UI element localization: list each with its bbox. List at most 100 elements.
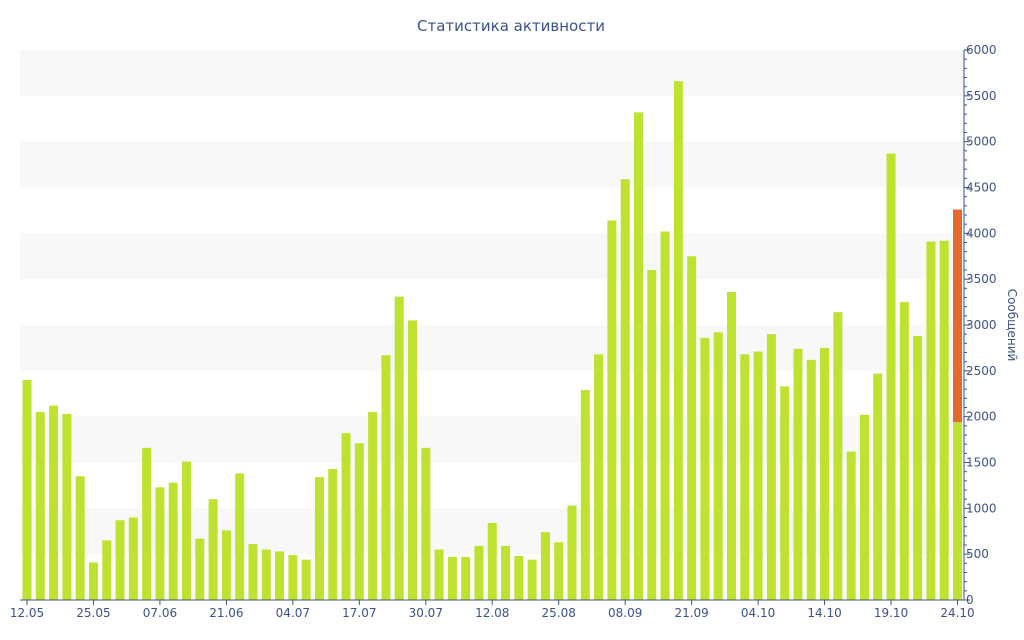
y-tick-label: 3000 (966, 318, 997, 332)
y-tick-label: 2000 (966, 410, 997, 424)
bar[interactable] (766, 334, 776, 600)
y-tick-label: 5000 (966, 135, 997, 149)
bar[interactable] (421, 447, 431, 600)
y-axis: 0 500 1000 1500 2000 2500 3000 3500 4000 4500 5000… (963, 43, 997, 607)
x-axis: 12.05 25.05 07.06 21.06 04.07 17.07 30.07 12.08… (10, 599, 975, 620)
bar[interactable] (527, 559, 537, 600)
bar[interactable] (953, 422, 962, 600)
bar[interactable] (793, 348, 803, 600)
bar[interactable] (673, 81, 683, 600)
bar[interactable] (647, 270, 657, 600)
bar[interactable] (820, 347, 830, 600)
bar[interactable] (474, 545, 484, 600)
bar[interactable] (501, 545, 511, 600)
bar[interactable] (301, 559, 311, 600)
bar[interactable] (115, 520, 125, 600)
bar[interactable] (461, 556, 471, 600)
x-tick-label: 12.08 (475, 606, 509, 620)
y-tick-label: 2500 (966, 364, 997, 378)
bar[interactable] (713, 332, 723, 600)
bar[interactable] (780, 386, 790, 600)
bar[interactable] (540, 532, 550, 600)
bar[interactable] (660, 231, 670, 601)
x-tick-label: 04.07 (276, 606, 310, 620)
y-axis-label: Сообщений (1005, 289, 1019, 362)
bar[interactable] (727, 292, 737, 600)
y-tick-label: 500 (966, 547, 989, 561)
bar[interactable] (142, 447, 152, 600)
y-tick-label: 0 (966, 593, 974, 607)
bar[interactable] (886, 153, 896, 601)
bar[interactable] (407, 320, 417, 600)
bar[interactable] (195, 538, 205, 600)
y-tick-label: 1000 (966, 501, 997, 515)
bar[interactable] (341, 433, 351, 600)
bar[interactable] (314, 477, 324, 600)
bar[interactable] (447, 556, 457, 600)
bar[interactable] (740, 354, 750, 600)
bar[interactable] (594, 354, 604, 600)
bar[interactable] (913, 336, 923, 600)
bar[interactable] (620, 179, 630, 600)
bar[interactable] (168, 482, 178, 600)
bar[interactable] (554, 542, 564, 600)
bar[interactable] (899, 302, 909, 600)
bar[interactable] (248, 544, 258, 600)
x-tick-label: 25.05 (76, 606, 110, 620)
bar[interactable] (128, 517, 138, 601)
grid-band (20, 141, 964, 188)
bar[interactable] (261, 549, 271, 600)
bar[interactable] (102, 540, 112, 600)
bar[interactable] (235, 473, 245, 601)
bar[interactable] (633, 112, 643, 600)
bar[interactable] (208, 499, 218, 600)
bar[interactable] (22, 380, 32, 600)
bar[interactable] (833, 312, 843, 600)
bar[interactable] (155, 487, 165, 600)
x-tick-label: 07.06 (143, 606, 177, 620)
bar[interactable] (753, 351, 763, 600)
grid-band (20, 416, 964, 463)
bar[interactable] (62, 413, 72, 600)
bar[interactable] (687, 256, 697, 600)
x-tick-label: 21.09 (674, 606, 708, 620)
x-tick-label: 08.09 (608, 606, 642, 620)
bar[interactable] (567, 505, 577, 600)
bar-highlight[interactable] (953, 209, 962, 423)
bar[interactable] (859, 414, 869, 600)
bar[interactable] (926, 241, 936, 601)
bar[interactable] (368, 412, 378, 600)
bar[interactable] (221, 530, 231, 600)
x-tick-label: 14.10 (807, 606, 841, 620)
x-tick-label: 30.07 (409, 606, 443, 620)
bar[interactable] (846, 451, 856, 601)
bar[interactable] (873, 373, 883, 600)
bar[interactable] (434, 549, 444, 600)
bar[interactable] (806, 359, 816, 600)
bar[interactable] (328, 468, 338, 600)
bar[interactable] (514, 556, 524, 600)
bars (22, 81, 962, 601)
bar[interactable] (381, 355, 391, 600)
bar[interactable] (75, 476, 85, 600)
y-tick-label: 5500 (966, 89, 997, 103)
bar[interactable] (607, 220, 617, 601)
grid-band (20, 50, 964, 96)
bar[interactable] (354, 443, 364, 600)
bar[interactable] (275, 551, 285, 600)
bar[interactable] (49, 405, 59, 600)
x-tick-label: 19.10 (874, 606, 908, 620)
bar[interactable] (700, 337, 710, 600)
grid-band (20, 325, 964, 371)
bar[interactable] (35, 412, 45, 600)
bar[interactable] (939, 240, 949, 600)
grid-band (20, 233, 964, 280)
x-tick-label: 17.07 (342, 606, 376, 620)
bar[interactable] (487, 523, 497, 600)
bar[interactable] (288, 555, 298, 600)
bar[interactable] (88, 562, 98, 600)
bar[interactable] (580, 390, 590, 600)
bar[interactable] (394, 296, 404, 600)
bar[interactable] (182, 461, 192, 600)
